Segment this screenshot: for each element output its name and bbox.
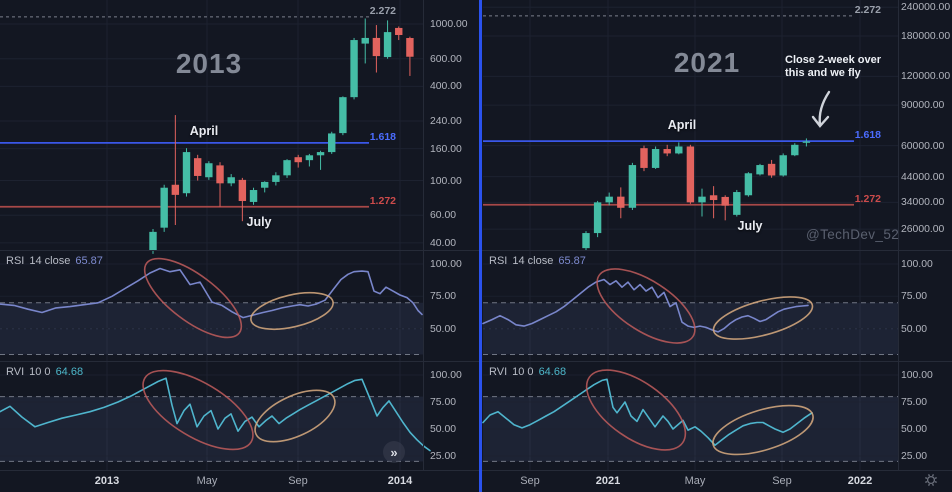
hand-drawn-arrow bbox=[811, 90, 831, 128]
chart-divider bbox=[479, 0, 482, 492]
candles-2013 bbox=[149, 18, 414, 254]
rsi-line bbox=[482, 278, 809, 333]
price-pane-2021 bbox=[483, 0, 898, 470]
rvi-line bbox=[0, 377, 431, 452]
rsi-line bbox=[0, 267, 423, 319]
drawn-ellipse-orange bbox=[254, 389, 336, 443]
pane-separators bbox=[0, 0, 952, 471]
rvi-pane-right bbox=[482, 369, 898, 462]
drawn-ellipse-red bbox=[142, 369, 254, 451]
drawn-ellipse-orange bbox=[712, 296, 814, 340]
drawn-ellipse-red bbox=[143, 257, 243, 339]
candles-2021 bbox=[582, 138, 811, 251]
drawn-ellipse-orange bbox=[712, 404, 814, 456]
rsi-pane-right bbox=[482, 263, 898, 356]
rsi-pane-left bbox=[0, 257, 423, 356]
goto-realtime-button[interactable]: » bbox=[383, 441, 405, 463]
drawn-ellipse-orange bbox=[250, 291, 334, 331]
drawn-ellipse-red bbox=[585, 369, 687, 451]
fast-forward-icon: » bbox=[390, 444, 398, 460]
settings-gear-icon[interactable] bbox=[925, 474, 937, 486]
rvi-line bbox=[482, 378, 813, 447]
drawn-ellipse-red bbox=[596, 268, 696, 344]
price-pane-2013 bbox=[0, 0, 423, 470]
rvi-pane-left bbox=[0, 369, 431, 462]
